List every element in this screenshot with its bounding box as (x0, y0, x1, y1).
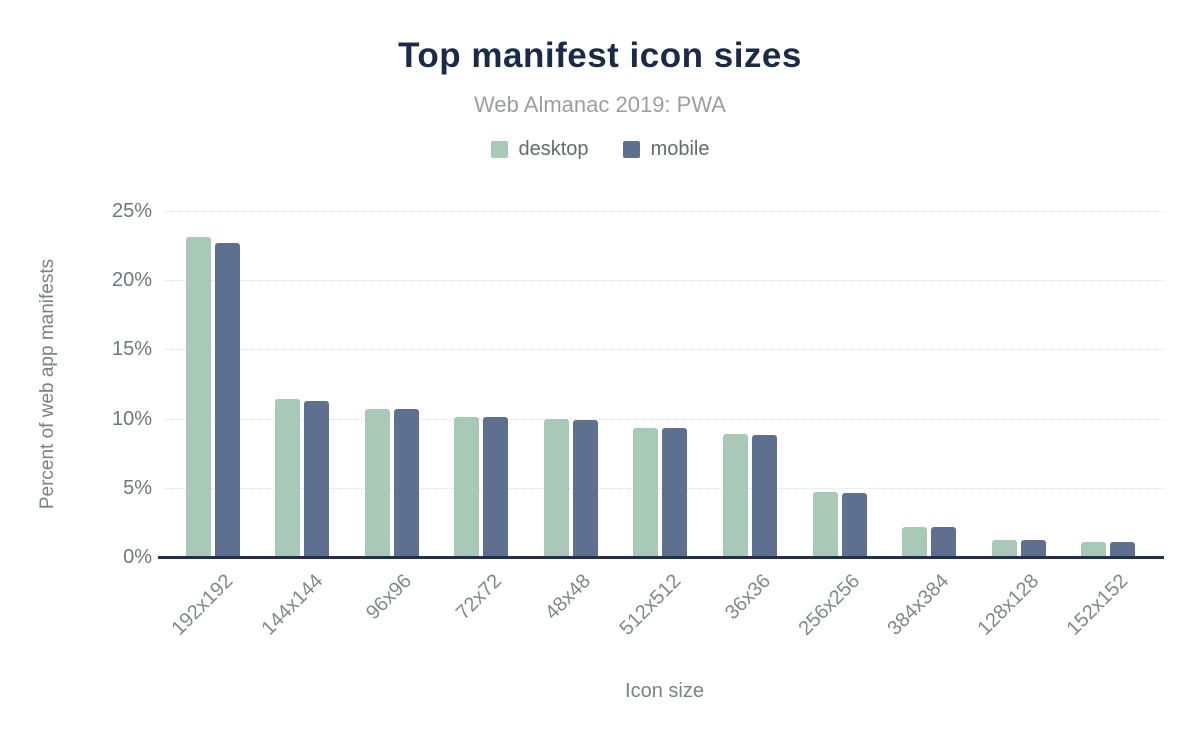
bar-mobile-512x512[interactable] (662, 428, 688, 557)
legend-label-mobile: mobile (650, 138, 710, 160)
bar-mobile-144x144[interactable] (304, 400, 330, 557)
bar-desktop-48x48[interactable] (543, 418, 569, 557)
x-axis-line (158, 556, 1164, 559)
bar-mobile-152x152[interactable] (1110, 541, 1136, 557)
bar-group-72x72 (437, 211, 527, 557)
legend-item-desktop: desktop (490, 138, 589, 161)
bar-mobile-192x192[interactable] (214, 242, 240, 557)
y-axis-title: Percent of web app manifests (37, 258, 58, 510)
legend-swatch-desktop (490, 141, 508, 158)
bar-desktop-36x36[interactable] (723, 433, 749, 557)
x-tick-label-36x36: 36x36 (720, 570, 775, 625)
bar-desktop-128x128[interactable] (991, 540, 1017, 557)
x-tick-label-192x192: 192x192 (167, 570, 238, 640)
bar-mobile-96x96[interactable] (393, 408, 419, 557)
bar-group-48x48 (526, 211, 616, 557)
bar-mobile-256x256[interactable] (841, 493, 867, 557)
x-tick-label-144x144: 144x144 (257, 570, 327, 640)
y-tick-label-5: 5% (123, 476, 152, 499)
bar-group-128x128 (974, 211, 1064, 557)
bar-desktop-192x192[interactable] (185, 237, 211, 557)
bar-desktop-72x72[interactable] (454, 417, 480, 557)
gridline-20 (165, 280, 1164, 282)
gridline-25 (165, 211, 1164, 212)
bar-group-36x36 (705, 211, 795, 557)
bar-desktop-152x152[interactable] (1081, 542, 1107, 557)
x-tick-label-256x256: 256x256 (794, 570, 865, 640)
y-tick-label-15: 15% (111, 338, 152, 361)
bar-mobile-128x128[interactable] (1020, 540, 1046, 557)
bar-mobile-36x36[interactable] (752, 435, 778, 557)
bar-desktop-256x256[interactable] (812, 491, 838, 557)
gridline-15 (165, 349, 1164, 351)
bar-group-512x512 (616, 211, 706, 557)
bar-mobile-384x384[interactable] (931, 527, 957, 557)
chart-subtitle: Web Almanac 2019: PWA (474, 92, 726, 117)
bar-group-384x384 (884, 211, 974, 557)
legend-item-mobile: mobile (622, 138, 710, 161)
bar-group-192x192 (168, 211, 258, 557)
y-tick-label-20: 20% (111, 269, 152, 292)
bar-desktop-384x384[interactable] (902, 526, 928, 557)
bar-group-152x152 (1063, 211, 1153, 557)
bar-mobile-48x48[interactable] (572, 419, 598, 557)
legend-swatch-mobile (622, 141, 640, 158)
x-tick-label-512x512: 512x512 (615, 570, 686, 640)
x-tick-label-48x48: 48x48 (541, 570, 596, 625)
bar-desktop-512x512[interactable] (633, 428, 659, 557)
bar-group-256x256 (795, 211, 885, 557)
x-tick-label-152x152: 152x152 (1062, 570, 1133, 640)
plot-area (168, 211, 1153, 557)
x-axis-title: Icon size (625, 680, 704, 702)
bar-desktop-96x96[interactable] (364, 408, 390, 557)
bar-desktop-144x144[interactable] (275, 399, 301, 557)
chart-title: Top manifest icon sizes (398, 36, 802, 75)
legend-label-desktop: desktop (518, 138, 589, 160)
bar-group-144x144 (258, 211, 348, 557)
x-tick-label-384x384: 384x384 (883, 570, 954, 640)
bar-group-96x96 (347, 211, 437, 557)
legend: desktop mobile (0, 138, 1200, 161)
y-tick-label-25: 25% (111, 200, 152, 222)
x-tick-label-72x72: 72x72 (451, 570, 506, 625)
gridline-10 (165, 418, 1164, 420)
y-tick-label-10: 10% (111, 407, 152, 430)
y-tick-label-0: 0% (123, 546, 152, 568)
x-tick-label-96x96: 96x96 (362, 570, 417, 625)
x-tick-label-128x128: 128x128 (973, 570, 1044, 640)
bar-mobile-72x72[interactable] (483, 416, 509, 557)
